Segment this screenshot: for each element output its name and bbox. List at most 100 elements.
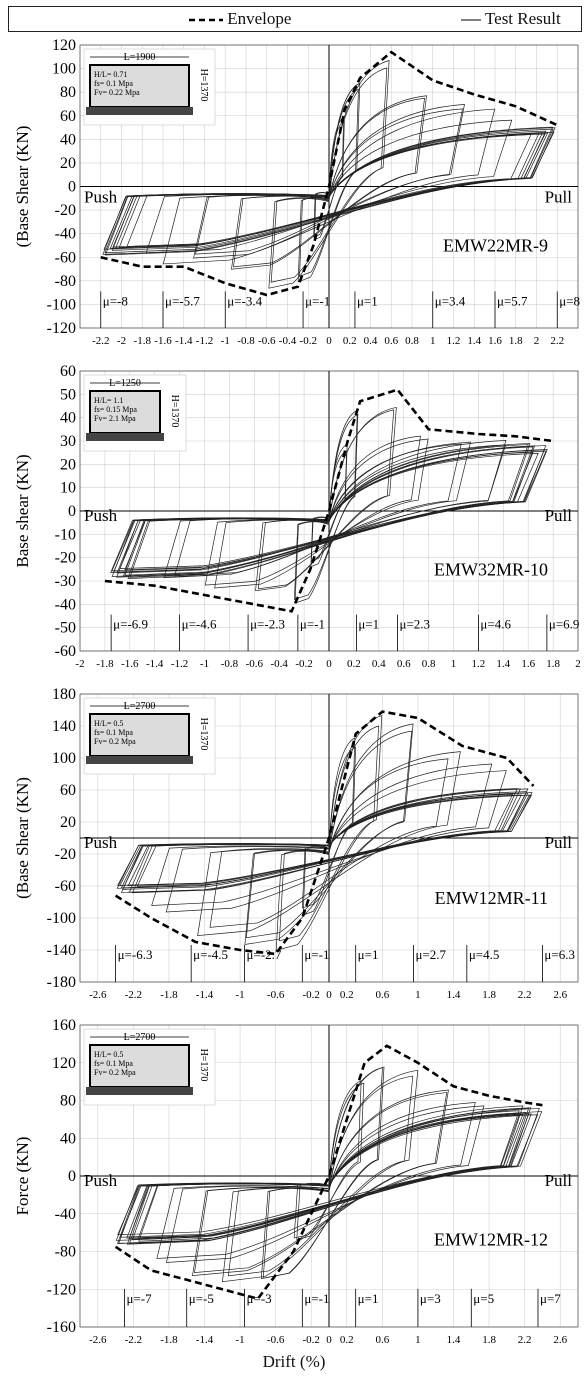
y-tick-label: -100: [47, 296, 76, 313]
x-tick-label: -1.8: [134, 335, 152, 347]
x-tick-label: 0.6: [375, 1334, 389, 1346]
x-tick-label: 1: [430, 335, 436, 347]
ductility-label: μ=1: [357, 293, 378, 308]
x-tick-label: -1.4: [196, 1334, 214, 1346]
test-result-loop: [127, 794, 522, 887]
x-tick-label: 1.4: [496, 658, 510, 670]
x-tick-label: 1: [451, 658, 457, 670]
y-axis-label: Base shear (KN): [13, 454, 32, 567]
wall-foundation: [86, 107, 193, 115]
x-tick-label: 0.4: [372, 658, 386, 670]
ductility-label: μ=-1: [305, 293, 330, 308]
y-axis-label: (Base Shear (KN): [13, 777, 32, 899]
x-tick-label: -1.2: [196, 335, 213, 347]
x-tick-label: -0.8: [237, 335, 255, 347]
y-tick-label: 20: [60, 155, 76, 172]
x-tick-label: 2: [534, 335, 540, 347]
x-tick-label: 0.2: [340, 989, 354, 1001]
y-tick-label: 160: [52, 1017, 76, 1034]
test-result-loop: [270, 67, 388, 283]
x-tick-label: -0.4: [270, 658, 288, 670]
ductility-label: μ=-1: [300, 617, 325, 632]
x-tick-label: 1.8: [482, 989, 496, 1001]
x-tick-label: 2.6: [553, 989, 567, 1001]
x-tick-label: 1.6: [488, 335, 502, 347]
wall-fs-label: fs= 0.1 Mpa: [94, 728, 133, 737]
chart-EMW12MR-12: 160 120 80 40 0 -40 -80 -120 -160 -2.6 -2.2 -1.8 -1.…: [13, 1017, 579, 1346]
x-tick-label: -2.2: [92, 335, 109, 347]
test-result-loop: [151, 770, 507, 906]
y-tick-label: -140: [47, 942, 76, 959]
test-result-loop: [294, 409, 358, 604]
y-tick-label: -120: [47, 320, 76, 337]
chart-EMW22MR-9: 120100806040200-20-40-60-80-100-120-2.2-…: [13, 37, 580, 347]
x-tick-label: 2.2: [518, 989, 532, 1001]
x-tick-label: -1: [235, 989, 244, 1001]
wall-fs-label: fs= 0.15 Mpa: [94, 405, 137, 414]
ductility-label: μ=-8: [103, 293, 128, 308]
test-result-loop: [119, 794, 530, 886]
pull-label: Pull: [545, 833, 573, 852]
y-tick-label: 40: [60, 131, 76, 148]
wall-ratio-label: H/L= 1.1: [94, 396, 123, 405]
x-tick-label: 1.2: [472, 658, 486, 670]
wall-fv-label: Fv= 0.22 Mpa: [94, 88, 140, 97]
wall-height-label: H=1370: [169, 395, 180, 428]
x-tick-label: -1.8: [160, 1334, 178, 1346]
wall-ratio-label: H/L= 0.71: [94, 70, 127, 79]
x-tick-label: 1.8: [509, 335, 523, 347]
y-tick-label: 60: [60, 782, 76, 799]
solid-line-icon: [461, 19, 481, 21]
wall-body: [89, 64, 190, 108]
wall-body: [89, 1044, 190, 1088]
y-tick-label: -180: [47, 974, 76, 991]
x-tick-label: 0: [326, 658, 332, 670]
push-label: Push: [84, 188, 118, 207]
envelope-line: [100, 50, 558, 297]
ductility-label: μ=3.4: [435, 293, 466, 308]
wall-fs-label: fs= 0.1 Mpa: [94, 79, 133, 88]
dashed-line-icon: [189, 18, 223, 22]
y-tick-label: 0: [68, 179, 76, 196]
y-tick-label: 60: [60, 363, 76, 380]
pull-label: Pull: [545, 188, 573, 207]
x-tick-label: -1.4: [175, 335, 193, 347]
envelope-line: [104, 388, 554, 613]
x-tick-label: 2: [575, 658, 581, 670]
pull-label: Pull: [545, 1171, 573, 1190]
ductility-label: μ=3: [420, 1291, 441, 1306]
x-tick-label: 0: [326, 1334, 332, 1346]
test-result-loop: [122, 791, 528, 890]
y-tick-label: 180: [52, 686, 76, 703]
wall-height-label: H=1370: [198, 69, 209, 102]
ductility-label: μ=-2.3: [250, 617, 285, 632]
ductility-label: μ=6.9: [549, 617, 580, 632]
wall-fv-label: Fv= 0.2 Mpa: [94, 737, 136, 746]
y-tick-label: -10: [55, 526, 76, 543]
ductility-label: μ=1: [358, 617, 379, 632]
test-result-loop: [110, 449, 548, 573]
legend-envelope: Envelope: [189, 9, 291, 29]
x-tick-label: -1.4: [146, 658, 164, 670]
test-result-loop: [120, 788, 529, 893]
wall-foundation: [86, 433, 164, 441]
y-tick-label: 20: [60, 456, 76, 473]
y-tick-label: 80: [60, 1093, 76, 1110]
test-result-loop: [156, 1105, 485, 1259]
y-tick-label: -60: [55, 249, 76, 266]
x-tick-label: -1: [200, 658, 209, 670]
x-tick-label: 0.2: [340, 1334, 354, 1346]
test-result-loop: [165, 763, 493, 913]
ductility-label: μ=-7: [126, 1291, 152, 1306]
y-tick-label: -60: [55, 878, 76, 895]
x-tick-label: 0.6: [375, 989, 389, 1001]
ductility-label: μ=-4.6: [182, 617, 217, 632]
test-result-loop: [293, 1082, 365, 1239]
y-tick-label: -40: [55, 596, 76, 613]
x-tick-label: 0.6: [397, 658, 411, 670]
x-tick-label: -1.6: [121, 658, 139, 670]
ductility-label: μ=-6.9: [113, 617, 148, 632]
y-axis-label: Force (KN): [13, 1137, 32, 1216]
